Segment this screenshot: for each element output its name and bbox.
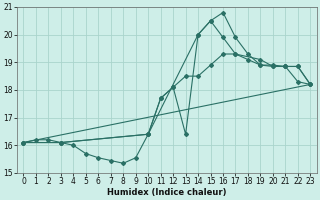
X-axis label: Humidex (Indice chaleur): Humidex (Indice chaleur) (107, 188, 227, 197)
